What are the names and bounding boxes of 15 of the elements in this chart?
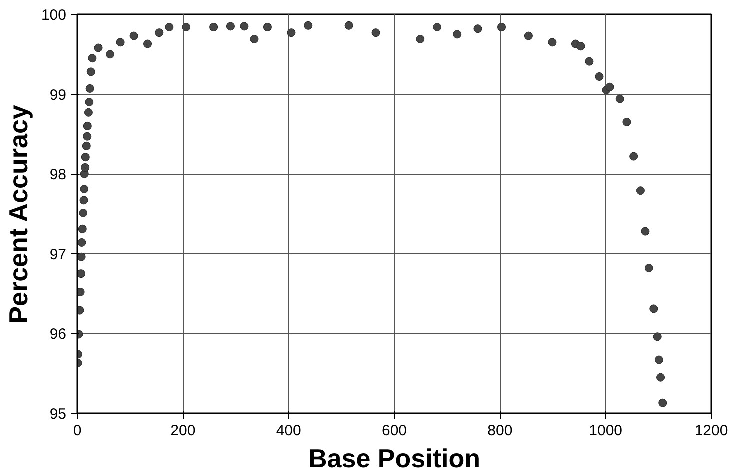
y-tick-label: 99 (50, 86, 67, 104)
x-tick-label: 1200 (694, 422, 728, 440)
x-tick-label: 0 (73, 422, 82, 440)
y-axis-title: Percent Accuracy (3, 104, 34, 324)
y-tick-label: 95 (50, 406, 67, 423)
x-tick-label: 400 (276, 422, 302, 440)
y-tick-label: 98 (50, 166, 67, 184)
x-tick-label: 600 (382, 422, 408, 440)
y-tick-label: 100 (41, 7, 67, 24)
x-tick-label: 200 (170, 422, 196, 440)
y-tick-label: 97 (50, 246, 67, 264)
x-tick-label: 800 (488, 422, 513, 440)
x-axis-title: Base Position (308, 444, 480, 474)
y-tick-label: 96 (50, 326, 67, 344)
x-tick-label: 1000 (589, 422, 623, 440)
